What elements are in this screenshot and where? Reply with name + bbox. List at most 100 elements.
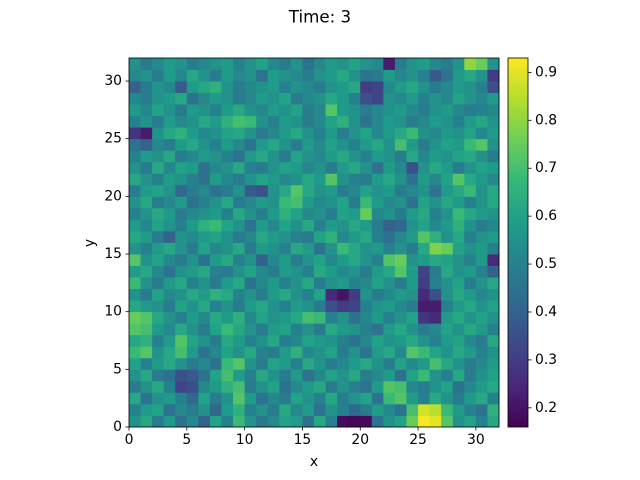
heatmap-cell — [163, 115, 176, 128]
heatmap-cell — [475, 58, 488, 70]
heatmap-cell — [441, 161, 454, 174]
heatmap-cell — [302, 415, 315, 428]
heatmap-cell — [418, 415, 431, 428]
heatmap-cell — [244, 288, 257, 301]
heatmap-cell — [129, 300, 141, 313]
heatmap-cell — [325, 242, 338, 255]
heatmap-cell — [198, 254, 211, 266]
heatmap-cell — [314, 311, 326, 324]
heatmap-cell — [325, 392, 338, 405]
heatmap-cell — [337, 288, 350, 301]
heatmap-cell — [267, 403, 280, 416]
heatmap-cell — [152, 219, 165, 232]
heatmap-cell — [267, 311, 280, 324]
heatmap-cell — [209, 92, 222, 105]
heatmap-cell — [360, 277, 373, 290]
heatmap-cell — [175, 254, 188, 266]
colorbar — [507, 57, 529, 428]
heatmap-cell — [233, 242, 246, 255]
heatmap-cell — [140, 254, 153, 266]
heatmap-cell — [163, 346, 176, 359]
heatmap-cell — [267, 415, 280, 428]
heatmap-cell — [152, 311, 165, 324]
heatmap-cell — [360, 369, 373, 382]
heatmap-cell — [314, 92, 326, 105]
heatmap-cell — [464, 334, 477, 347]
heatmap-cell — [348, 104, 361, 117]
heatmap-cell — [267, 184, 280, 197]
heatmap-cell — [441, 184, 454, 197]
heatmap-cell — [441, 150, 454, 163]
heatmap-cell — [452, 369, 465, 382]
heatmap-cell — [464, 173, 477, 186]
heatmap-cell — [233, 115, 246, 128]
heatmap-cell — [163, 173, 176, 186]
heatmap-cell — [464, 150, 477, 163]
heatmap-cell — [152, 230, 165, 243]
heatmap-cell — [487, 357, 500, 370]
heatmap-cell — [163, 196, 176, 209]
heatmap-cell — [290, 230, 303, 243]
heatmap-cell — [290, 346, 303, 359]
heatmap-cell — [198, 230, 211, 243]
heatmap-cell — [163, 92, 176, 105]
heatmap-cell — [256, 173, 269, 186]
heatmap-cell — [244, 115, 257, 128]
heatmap-cell — [325, 81, 338, 93]
heatmap-cell — [290, 334, 303, 347]
heatmap-cell — [140, 277, 153, 290]
heatmap-cell — [244, 69, 257, 82]
heatmap-cell — [348, 392, 361, 405]
heatmap-cell — [418, 104, 431, 117]
heatmap-cell — [383, 369, 396, 382]
heatmap-cell — [163, 369, 176, 382]
heatmap-cell — [475, 150, 488, 163]
heatmap-cell — [302, 392, 315, 405]
heatmap-cell — [163, 69, 176, 82]
heatmap-cell — [394, 92, 407, 105]
heatmap-cell — [233, 92, 246, 105]
y-tick-label: 20 — [104, 188, 122, 204]
heatmap-cell — [302, 69, 315, 82]
heatmap-cell — [209, 173, 222, 186]
heatmap-cell — [452, 265, 465, 278]
heatmap-cell — [163, 242, 176, 255]
heatmap-cell — [209, 242, 222, 255]
heatmap-cell — [233, 161, 246, 174]
heatmap-cell — [221, 380, 234, 393]
heatmap-cell — [348, 334, 361, 347]
heatmap-cell — [406, 219, 419, 232]
heatmap-cell — [129, 207, 141, 220]
heatmap-cell — [221, 392, 234, 405]
heatmap-cell — [394, 300, 407, 313]
heatmap-cell — [337, 196, 350, 209]
heatmap-cell — [209, 161, 222, 174]
heatmap-cell — [152, 242, 165, 255]
heatmap-cell — [441, 334, 454, 347]
heatmap-cell — [152, 265, 165, 278]
heatmap-cell — [487, 58, 500, 70]
heatmap-cell — [140, 138, 153, 151]
heatmap-cell — [337, 369, 350, 382]
heatmap-cell — [233, 219, 246, 232]
heatmap-cell — [256, 403, 269, 416]
heatmap-cell — [429, 357, 442, 370]
heatmap-cell — [371, 104, 384, 117]
heatmap-cell — [152, 357, 165, 370]
heatmap-cell — [267, 300, 280, 313]
heatmap-cell — [394, 161, 407, 174]
heatmap-cell — [394, 415, 407, 428]
heatmap-cell — [314, 380, 326, 393]
heatmap-cell — [186, 127, 199, 140]
heatmap-cell — [175, 69, 188, 82]
heatmap-cell — [163, 403, 176, 416]
heatmap-cell — [360, 115, 373, 128]
heatmap-cell — [198, 115, 211, 128]
heatmap-cell — [429, 127, 442, 140]
heatmap-cell — [209, 69, 222, 82]
heatmap-cell — [371, 392, 384, 405]
heatmap-cell — [394, 150, 407, 163]
heatmap-cell — [267, 150, 280, 163]
heatmap-cell — [464, 196, 477, 209]
heatmap-cell — [279, 207, 292, 220]
